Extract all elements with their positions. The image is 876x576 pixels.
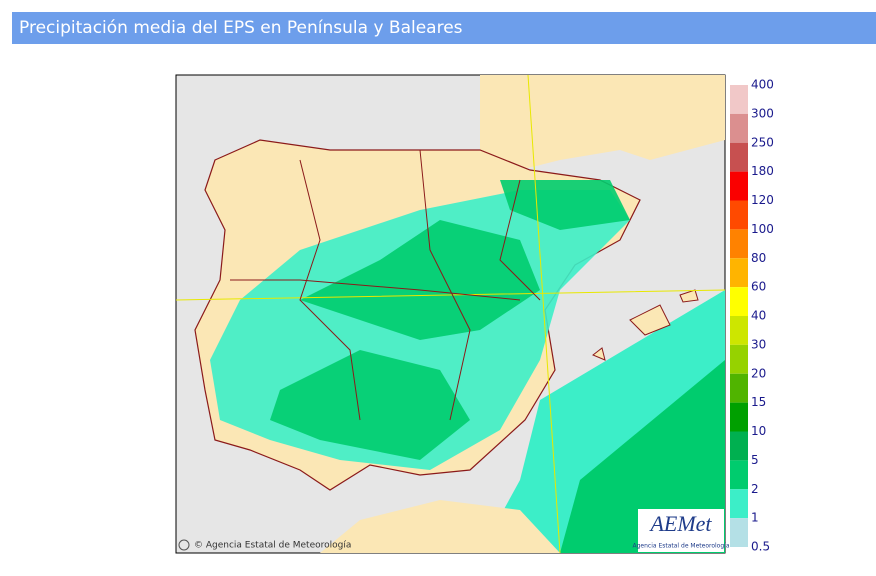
- colorbar-label: 100: [751, 222, 774, 236]
- colorbar-swatch: [730, 200, 748, 230]
- map-credit: © Agencia Estatal de Meteorología: [194, 541, 351, 551]
- colorbar-swatch: [730, 316, 748, 345]
- sea-precip-moderate: [560, 360, 725, 553]
- france: [480, 75, 725, 170]
- colorbar-label: 10: [751, 424, 766, 438]
- colorbar-label: 120: [751, 193, 774, 207]
- colorbar: 400 300 250 180 120 100 80 60 40 30 20 15 10 5 2 1 0.5: [730, 78, 774, 554]
- colorbar-swatch: [730, 402, 748, 432]
- colorbar-swatch: [730, 373, 748, 403]
- colorbar-label: 2: [751, 482, 759, 496]
- colorbar-label: 300: [751, 106, 774, 120]
- colorbar-label: 1: [751, 511, 759, 525]
- credit-icon: [178, 539, 190, 551]
- colorbar-swatch: [730, 142, 748, 172]
- graticule: [175, 74, 726, 554]
- logo-box: [638, 509, 724, 552]
- colorbar-label: 250: [751, 135, 774, 149]
- colorbar-swatch: [730, 287, 748, 316]
- colorbar-label: 15: [751, 395, 766, 409]
- colorbar-label: 180: [751, 164, 774, 178]
- colorbar-label: 60: [751, 280, 766, 294]
- colorbar-swatch: [730, 85, 748, 114]
- colorbar-label: 80: [751, 251, 766, 265]
- colorbar-swatch: [730, 431, 748, 461]
- colorbar-label: 30: [751, 337, 766, 351]
- colorbar-swatch: [730, 344, 748, 374]
- colorbar-swatch: [730, 460, 748, 490]
- colorbar-label: 5: [751, 453, 759, 467]
- colorbar-swatch: [730, 258, 748, 288]
- logo: AEMet: [648, 511, 712, 536]
- colorbar-label: 400: [751, 78, 774, 92]
- colorbar-label: 20: [751, 366, 766, 380]
- colorbar-label: 40: [751, 309, 766, 323]
- map: © Agencia Estatal de Meteorología AEMet …: [175, 74, 730, 554]
- colorbar-swatch: [730, 489, 748, 519]
- colorbar-swatch: [730, 229, 748, 259]
- balearic-islands: [592, 289, 699, 361]
- colorbar-label: 0.5: [751, 540, 770, 554]
- colorbar-swatch: [730, 113, 748, 143]
- colorbar-swatch: [730, 518, 748, 547]
- africa: [320, 500, 560, 553]
- precip-moderate: [270, 180, 630, 460]
- colorbar-swatch: [730, 171, 748, 201]
- logo-caption: Agencia Estatal de Meteorología: [633, 543, 730, 550]
- page-title: Precipitación media del EPS en Península…: [12, 12, 876, 44]
- region-borders: [230, 149, 541, 421]
